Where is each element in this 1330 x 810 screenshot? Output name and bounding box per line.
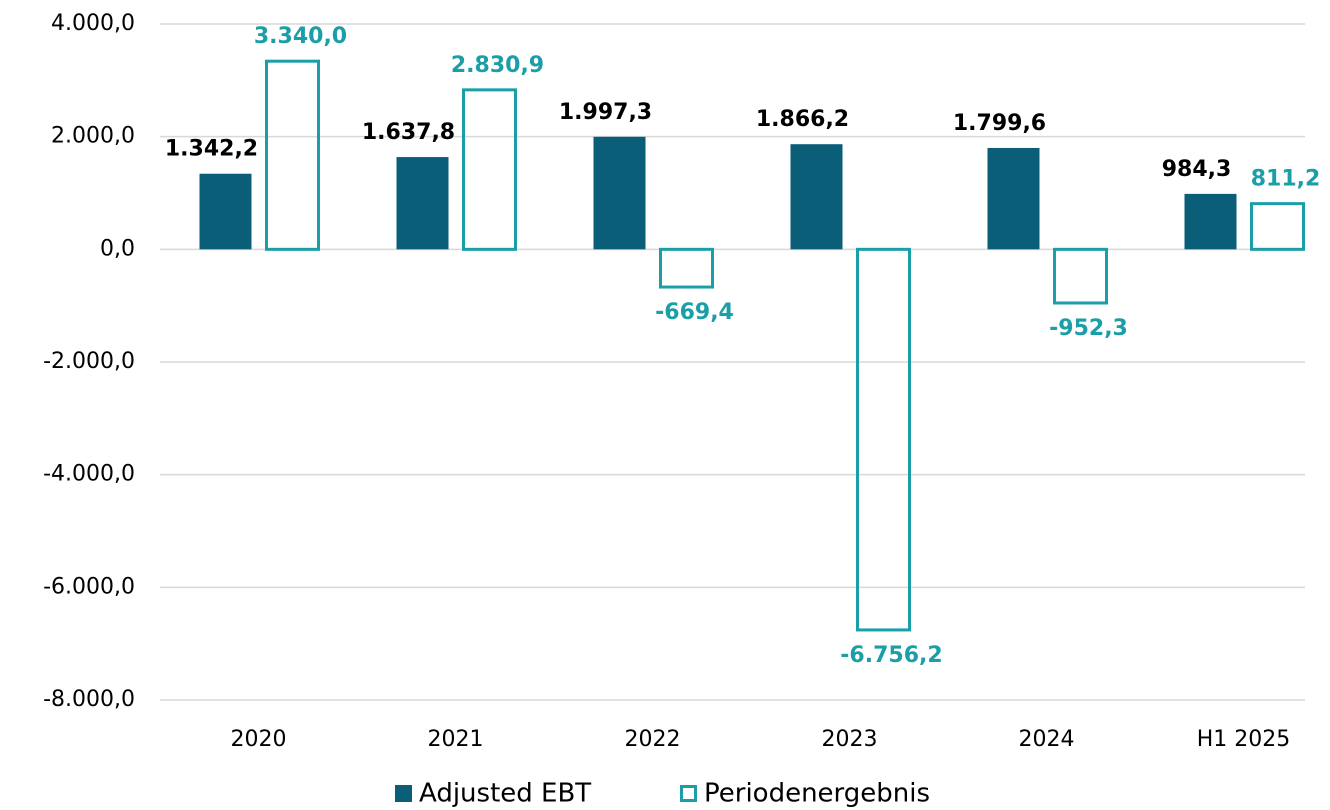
y-tick-label: 4.000,0 xyxy=(51,11,135,36)
value-label: 1.866,2 xyxy=(756,107,849,132)
x-tick-label: 2024 xyxy=(1019,727,1075,752)
value-label: 1.342,2 xyxy=(165,137,258,162)
bar xyxy=(396,157,449,250)
value-label: 2.830,9 xyxy=(451,53,544,78)
value-label: -669,4 xyxy=(655,300,734,325)
bar xyxy=(1184,193,1237,250)
y-tick-label: -6.000,0 xyxy=(43,574,135,599)
legend-label: Adjusted EBT xyxy=(419,779,591,809)
y-tick-label: -4.000,0 xyxy=(43,462,135,487)
value-label: -6.756,2 xyxy=(840,643,942,668)
bar xyxy=(659,247,714,289)
bar xyxy=(593,136,646,250)
bar xyxy=(987,147,1040,250)
legend-swatch xyxy=(395,785,412,802)
value-label: 811,2 xyxy=(1251,167,1321,192)
x-tick-label: 2020 xyxy=(231,727,287,752)
bar xyxy=(790,144,843,250)
x-tick-label: 2023 xyxy=(822,727,878,752)
value-label: 1.637,8 xyxy=(362,120,455,145)
y-tick-label: -2.000,0 xyxy=(43,349,135,374)
value-label: 984,3 xyxy=(1162,157,1232,182)
bar xyxy=(199,173,252,250)
value-label: 3.340,0 xyxy=(254,24,347,49)
bar xyxy=(856,247,911,632)
value-label: 1.799,6 xyxy=(953,111,1046,136)
y-tick-label: 2.000,0 xyxy=(51,124,135,149)
bar xyxy=(462,88,517,251)
legend-swatch xyxy=(680,785,697,802)
y-tick-label: 0,0 xyxy=(100,236,135,261)
bar xyxy=(1053,247,1108,305)
x-tick-label: H1 2025 xyxy=(1197,727,1291,752)
x-tick-label: 2021 xyxy=(428,727,484,752)
value-label: 1.997,3 xyxy=(559,100,652,125)
x-tick-label: 2022 xyxy=(625,727,681,752)
bar xyxy=(1250,202,1305,251)
legend-label: Periodenergebnis xyxy=(704,779,930,809)
bar xyxy=(265,59,320,251)
value-label: -952,3 xyxy=(1049,316,1128,341)
y-tick-label: -8.000,0 xyxy=(43,687,135,712)
